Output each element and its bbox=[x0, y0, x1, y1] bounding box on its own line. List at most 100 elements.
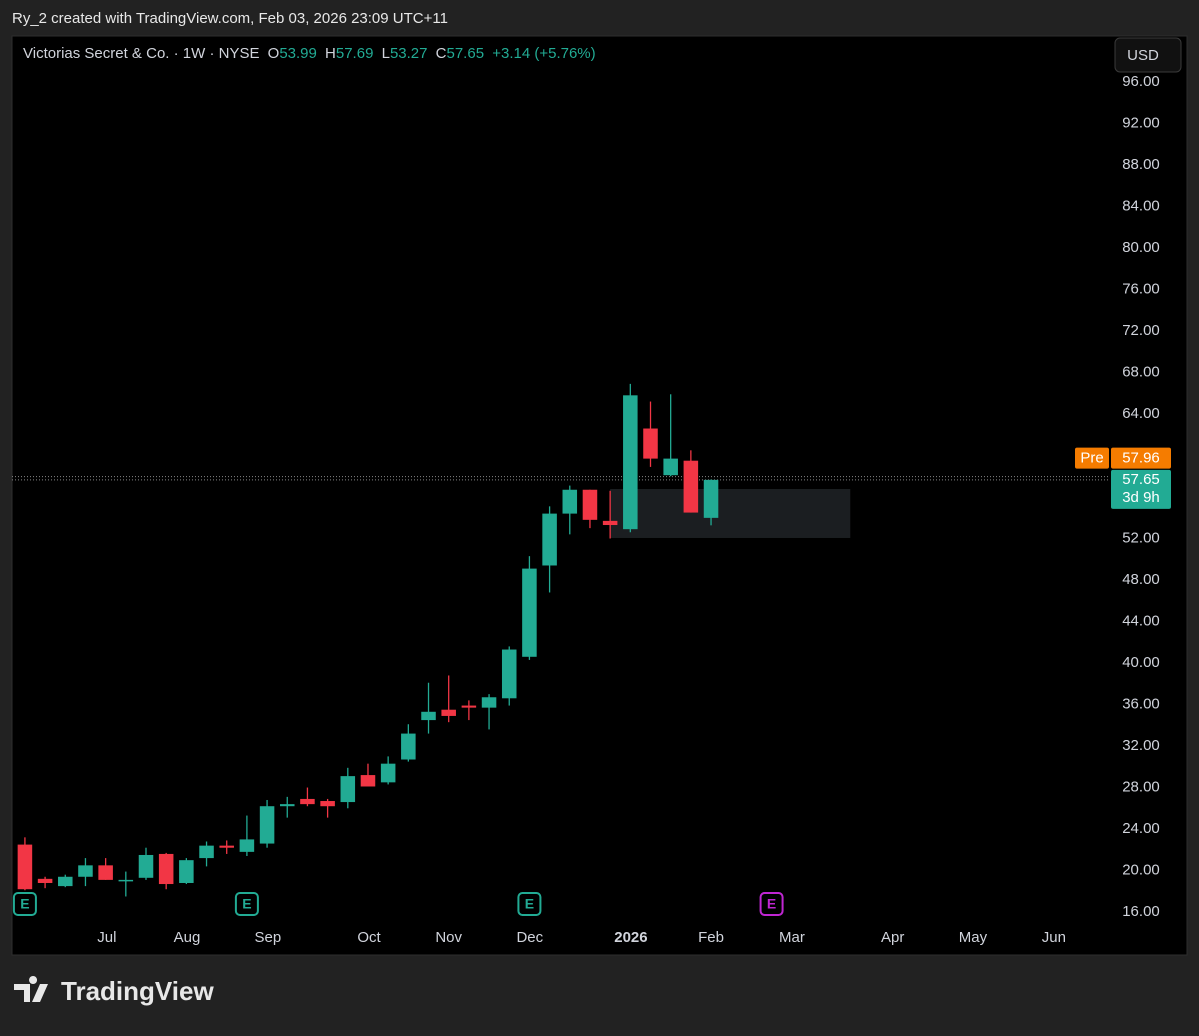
countdown: 3d 9h bbox=[1122, 489, 1160, 506]
brand-logo bbox=[14, 976, 48, 1002]
y-tick-label: 96.00 bbox=[1122, 73, 1160, 90]
candle-body bbox=[401, 733, 416, 760]
last-price-box bbox=[1111, 469, 1171, 509]
x-tick-label: 2026 bbox=[614, 929, 647, 946]
earnings-marker bbox=[517, 892, 542, 916]
candle-body bbox=[37, 878, 53, 883]
earnings-marker bbox=[234, 892, 259, 916]
earnings-label: E bbox=[242, 896, 251, 912]
symbol-title: Victorias Secret & Co. · 1W · NYSE bbox=[23, 45, 259, 62]
y-tick-label: 84.00 bbox=[1122, 197, 1160, 214]
y-tick-label: 80.00 bbox=[1122, 239, 1160, 256]
change-percent: (+5.76%) bbox=[534, 45, 595, 62]
candle-body bbox=[279, 804, 295, 807]
candle-body bbox=[582, 489, 598, 520]
candle-body bbox=[481, 697, 497, 708]
candle-body bbox=[118, 879, 134, 882]
brand-name: TradingView bbox=[61, 976, 214, 1006]
candle-body bbox=[562, 489, 578, 514]
y-tick-label: 88.00 bbox=[1122, 156, 1160, 173]
change: +3.14 bbox=[492, 45, 530, 62]
candle-body bbox=[703, 479, 719, 518]
y-tick-label: 16.00 bbox=[1122, 903, 1160, 920]
candle-body bbox=[522, 568, 537, 657]
y-tick-label: 44.00 bbox=[1122, 612, 1160, 629]
logo-mark bbox=[14, 976, 48, 1002]
candle-body bbox=[58, 876, 73, 887]
x-tick-label: Apr bbox=[881, 929, 904, 946]
earnings-marker bbox=[759, 892, 784, 916]
zone bbox=[610, 489, 851, 538]
candle-body bbox=[461, 705, 477, 708]
y-tick-label: 64.00 bbox=[1122, 405, 1160, 422]
candle-body bbox=[17, 844, 33, 890]
candle-body bbox=[300, 798, 315, 805]
x-tick-label: Jul bbox=[97, 929, 116, 946]
candle-body bbox=[501, 649, 517, 699]
x-tick-label: Oct bbox=[357, 929, 381, 946]
candle-body bbox=[380, 763, 396, 783]
candle-body bbox=[98, 865, 113, 880]
x-tick-label: May bbox=[959, 929, 988, 946]
ohlc-label: L bbox=[382, 45, 390, 62]
candle-body bbox=[421, 711, 436, 721]
x-tick-label: Nov bbox=[435, 929, 462, 946]
attribution: Ry_2 created with TradingView.com, Feb 0… bbox=[12, 10, 448, 27]
candle-body bbox=[623, 395, 638, 530]
candle-body bbox=[643, 428, 658, 459]
chart-panel bbox=[11, 35, 1188, 956]
last-price: 57.65 bbox=[1122, 471, 1160, 488]
candle-body bbox=[239, 839, 255, 852]
x-tick-label: Sep bbox=[255, 929, 282, 946]
pre-market-tag bbox=[1075, 447, 1109, 469]
ohlc-value: 57.69 bbox=[336, 45, 374, 62]
y-tick-label: 92.00 bbox=[1122, 114, 1160, 131]
y-tick-label: 40.00 bbox=[1122, 654, 1160, 671]
currency-button[interactable] bbox=[1114, 37, 1182, 73]
y-tick-label: 48.00 bbox=[1122, 571, 1160, 588]
y-tick-label: 24.00 bbox=[1122, 820, 1160, 837]
candle-body bbox=[360, 775, 376, 787]
earnings-label: E bbox=[767, 896, 776, 912]
candle-body bbox=[138, 854, 154, 878]
legend-header: Victorias Secret & Co. · 1W · NYSE O53.9… bbox=[23, 45, 596, 62]
x-tick-label: Mar bbox=[779, 929, 805, 946]
y-tick-label: 72.00 bbox=[1122, 322, 1160, 339]
earnings-marker bbox=[12, 892, 37, 916]
candle-body bbox=[441, 709, 456, 716]
ohlc-label: O bbox=[268, 45, 280, 62]
y-axis: 16.00 20.00 24.00 28.00 32.00 36.00 40.00 44.00… bbox=[1122, 73, 1160, 920]
x-tick-label: Jun bbox=[1042, 929, 1066, 946]
ohlc-label: H bbox=[325, 45, 336, 62]
earnings-label: E bbox=[525, 896, 534, 912]
currency-label[interactable]: USD bbox=[1127, 47, 1159, 64]
candle-body bbox=[663, 458, 678, 476]
candle-body bbox=[179, 860, 194, 883]
candle-body bbox=[340, 776, 356, 803]
x-axis: JunJulAugSepOctNovDec2026FebMarAprMayJun bbox=[97, 929, 1066, 946]
ohlc-value: 53.99 bbox=[279, 45, 317, 62]
ohlc-value: 53.27 bbox=[390, 45, 428, 62]
x-tick-label: Feb bbox=[698, 929, 724, 946]
ohlc-value: 57.65 bbox=[447, 45, 485, 62]
pre-market-price-box bbox=[1111, 447, 1171, 469]
candle-body bbox=[199, 845, 214, 859]
ohlc-label: C bbox=[436, 45, 447, 62]
y-tick-label: 52.00 bbox=[1122, 529, 1160, 546]
y-tick-label: 20.00 bbox=[1122, 862, 1160, 879]
y-tick-label: 28.00 bbox=[1122, 779, 1160, 796]
y-tick-label: 68.00 bbox=[1122, 363, 1160, 380]
y-tick-label: 36.00 bbox=[1122, 695, 1160, 712]
candle-body bbox=[542, 513, 557, 566]
pre-market-price: 57.96 bbox=[1122, 450, 1160, 467]
candle-body bbox=[158, 853, 174, 885]
y-tick-label: 76.00 bbox=[1122, 280, 1160, 297]
x-tick-label: Dec bbox=[516, 929, 543, 946]
candle-body bbox=[78, 865, 93, 877]
candle-body bbox=[320, 801, 335, 807]
x-tick-label: Aug bbox=[174, 929, 201, 946]
candle-body bbox=[683, 460, 699, 513]
